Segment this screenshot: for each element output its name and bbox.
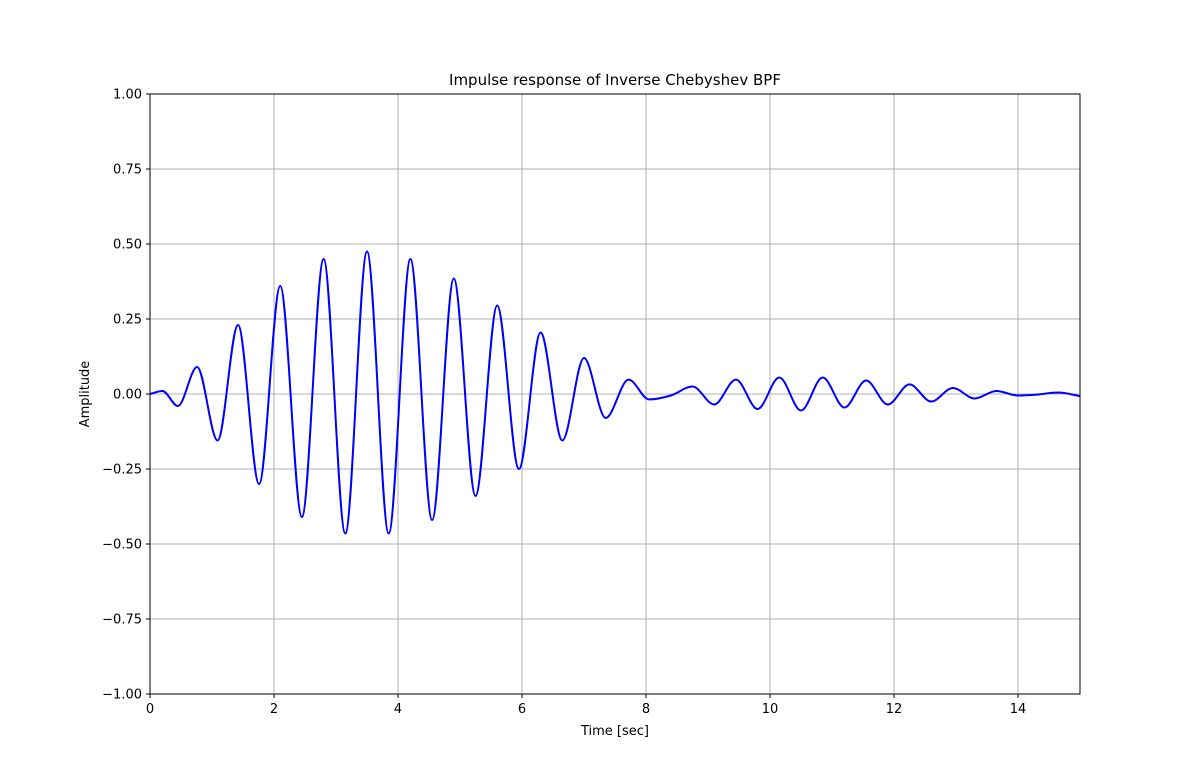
y-tick-label: 0.50 <box>113 238 142 253</box>
grid <box>150 94 1080 694</box>
x-tick-label: 10 <box>762 702 779 717</box>
ticks: 0 2 4 6 8 10 12 14 −1.00 −0.75 −0.50 −0.25 0.00 0.25 0… <box>102 88 1026 718</box>
x-tick-label: 6 <box>518 702 526 717</box>
y-tick-label: −0.50 <box>102 538 142 553</box>
y-axis-label: Amplitude <box>78 361 93 428</box>
y-tick-label: −0.75 <box>102 613 142 628</box>
y-tick-label: 1.00 <box>113 88 142 103</box>
x-tick-label: 12 <box>886 702 903 717</box>
x-tick-label: 4 <box>394 702 402 717</box>
y-tick-label: 0.00 <box>113 388 142 403</box>
y-tick-label: 0.75 <box>113 163 142 178</box>
series-layer <box>150 250 1080 535</box>
chart-title: Impulse response of Inverse Chebyshev BP… <box>449 71 781 89</box>
x-tick-label: 14 <box>1010 702 1027 717</box>
x-tick-label: 8 <box>642 702 650 717</box>
series-line <box>150 250 1080 535</box>
x-tick-label: 0 <box>146 702 154 717</box>
y-tick-label: 0.25 <box>113 313 142 328</box>
y-tick-label: −1.00 <box>102 688 142 703</box>
x-axis-label: Time [sec] <box>580 724 649 739</box>
y-tick-label: −0.25 <box>102 463 142 478</box>
x-tick-label: 2 <box>270 702 278 717</box>
